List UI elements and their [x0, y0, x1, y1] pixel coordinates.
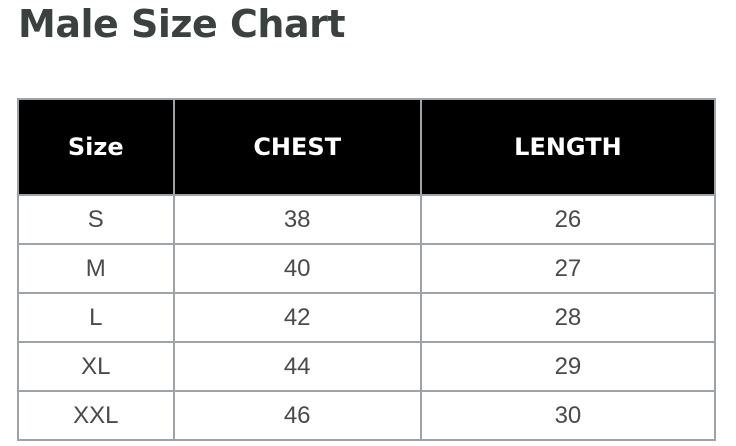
chest-cell: 42	[172, 292, 422, 343]
chest-cell: 44	[172, 341, 422, 392]
length-cell: 29	[419, 341, 717, 392]
chest-cell: 46	[172, 390, 422, 441]
header-chest: CHEST	[172, 98, 422, 196]
length-cell: 27	[419, 243, 717, 294]
table-row: L 42 28	[17, 292, 717, 343]
length-cell: 26	[419, 194, 717, 245]
header-size: Size	[17, 98, 175, 196]
chest-cell: 38	[172, 194, 422, 245]
chest-cell: 40	[172, 243, 422, 294]
table-row: XL 44 29	[17, 341, 717, 392]
table-row: M 40 27	[17, 243, 717, 294]
page-title: Male Size Chart	[18, 2, 346, 46]
header-row: Size CHEST LENGTH	[17, 98, 717, 196]
size-cell: XL	[17, 341, 175, 392]
table-row: S 38 26	[17, 194, 717, 245]
length-cell: 30	[419, 390, 717, 441]
size-cell: L	[17, 292, 175, 343]
size-cell: M	[17, 243, 175, 294]
table-row: XXL 46 30	[17, 390, 717, 441]
length-cell: 28	[419, 292, 717, 343]
size-cell: S	[17, 194, 175, 245]
header-length: LENGTH	[419, 98, 717, 196]
size-cell: XXL	[17, 390, 175, 441]
size-chart-table: Size CHEST LENGTH S 38 26 M 40 27 L 42 28 XL 44 29 X…	[17, 98, 717, 441]
